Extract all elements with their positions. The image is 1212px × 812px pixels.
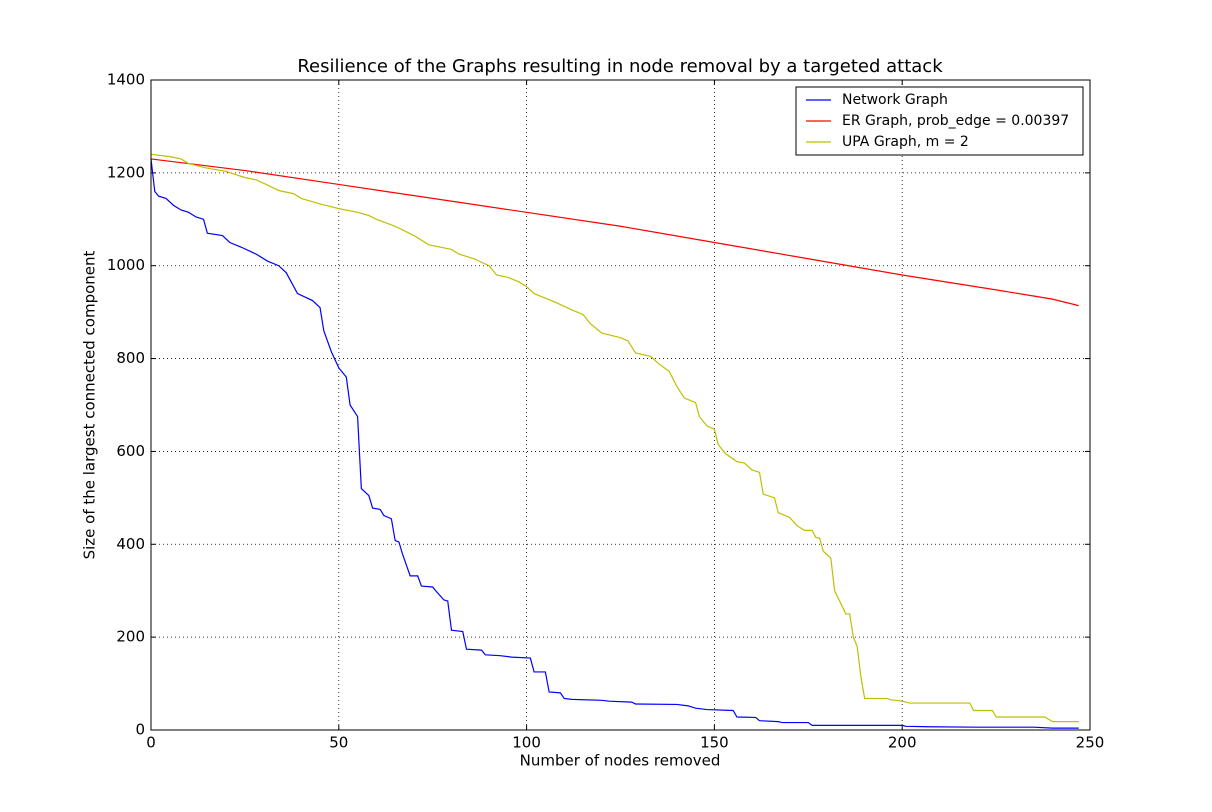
x-tick-label: 150: [700, 734, 729, 752]
line-series: [150, 153, 1079, 723]
y-tick-label: 1400: [107, 71, 145, 89]
chart-title: Resilience of the Graphs resulting in no…: [297, 56, 943, 77]
y-tick-label: 600: [116, 442, 145, 460]
line-series: [150, 158, 1079, 307]
x-tick-label: 200: [888, 734, 917, 752]
y-tick-label: 200: [116, 628, 145, 646]
y-tick-label: 800: [116, 349, 145, 367]
x-axis-label: Number of nodes removed: [520, 752, 721, 770]
x-tick-label: 100: [512, 734, 541, 752]
x-tick-label: 50: [329, 734, 348, 752]
x-tick-label: 250: [1076, 734, 1105, 752]
legend: Network Graph ER Graph, prob_edge = 0.003…: [795, 86, 1084, 156]
legend-label: UPA Graph, m = 2: [842, 134, 969, 150]
legend-label: ER Graph, prob_edge = 0.00397: [842, 113, 1069, 129]
y-tick-label: 400: [116, 535, 145, 553]
legend-box: [795, 86, 1084, 156]
legend-label: Network Graph: [842, 92, 948, 108]
y-axis-label: Size of the largest connected component: [81, 250, 99, 559]
y-tick-label: 0: [135, 721, 145, 739]
plot-frame: [150, 79, 1091, 731]
y-tick-label: 1200: [107, 163, 145, 181]
line-series: [150, 158, 1079, 729]
y-tick-label: 1000: [107, 256, 145, 274]
x-tick-label: 0: [146, 734, 156, 752]
